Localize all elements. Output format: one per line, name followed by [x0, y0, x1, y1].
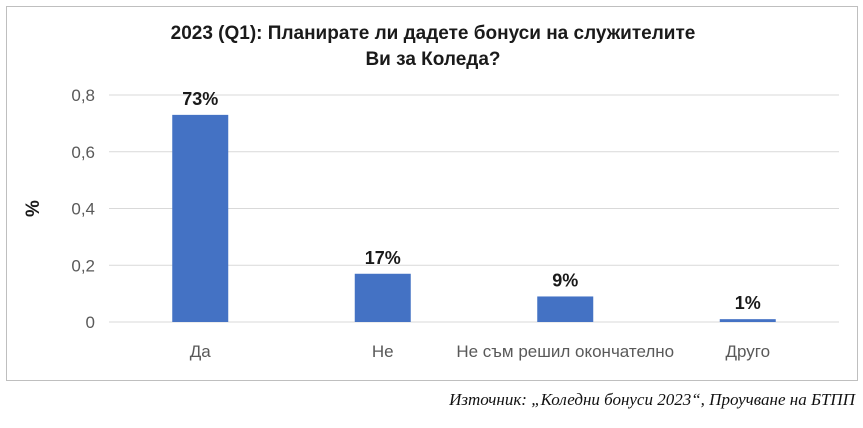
y-tick-label: 0,8 — [71, 86, 95, 105]
data-label: 17% — [365, 248, 401, 268]
bar — [354, 273, 411, 322]
x-tick-label: Не — [372, 342, 394, 361]
y-tick-label: 0,2 — [71, 256, 95, 275]
data-label: 9% — [552, 270, 578, 290]
data-label: 73% — [182, 89, 218, 109]
bar-chart: 0 0,2 0,4 0,6 0,8% 73% Да 17% Не 9% Не съм решил о… — [23, 86, 839, 361]
y-axis-label: % — [23, 200, 44, 217]
x-tick-label: Не съм решил окончателно — [456, 342, 674, 361]
bar — [719, 319, 776, 322]
chart-title-line-2: Ви за Коледа? — [365, 49, 501, 70]
bar — [172, 114, 229, 322]
x-tick-label: Да — [190, 342, 212, 361]
y-tick-label: 0,4 — [71, 200, 95, 219]
y-tick-label: 0,6 — [71, 143, 95, 162]
chart-frame: 2023 (Q1): Планирате ли дадете бонуси на… — [6, 6, 858, 381]
chart-title: 2023 (Q1): Планирате ли дадете бонуси на… — [7, 21, 859, 73]
y-tick-label: 0 — [86, 313, 95, 332]
x-tick-label: Друго — [725, 342, 770, 361]
bar — [537, 296, 594, 322]
chart-title-line-1: 2023 (Q1): Планирате ли дадете бонуси на… — [170, 23, 696, 44]
source-note: Източник: „Коледни бонуси 2023“, Проучва… — [449, 390, 855, 409]
data-label: 1% — [735, 293, 761, 313]
